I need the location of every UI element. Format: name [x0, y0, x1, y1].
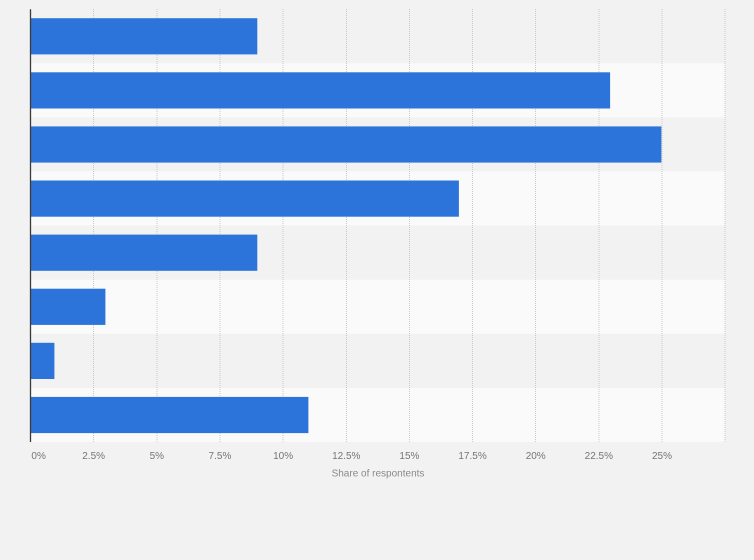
svg-text:22.5%: 22.5% — [585, 451, 613, 462]
svg-text:Share of respontents: Share of respontents — [332, 469, 425, 480]
svg-text:10%: 10% — [273, 451, 293, 462]
svg-text:12.5%: 12.5% — [332, 451, 360, 462]
svg-text:20%: 20% — [526, 451, 546, 462]
svg-text:25%: 25% — [652, 451, 672, 462]
svg-text:2.5%: 2.5% — [82, 451, 105, 462]
svg-text:5%: 5% — [150, 451, 165, 462]
svg-text:17.5%: 17.5% — [458, 451, 486, 462]
svg-text:0%: 0% — [31, 451, 46, 462]
svg-text:7.5%: 7.5% — [209, 451, 232, 462]
svg-text:15%: 15% — [399, 451, 419, 462]
